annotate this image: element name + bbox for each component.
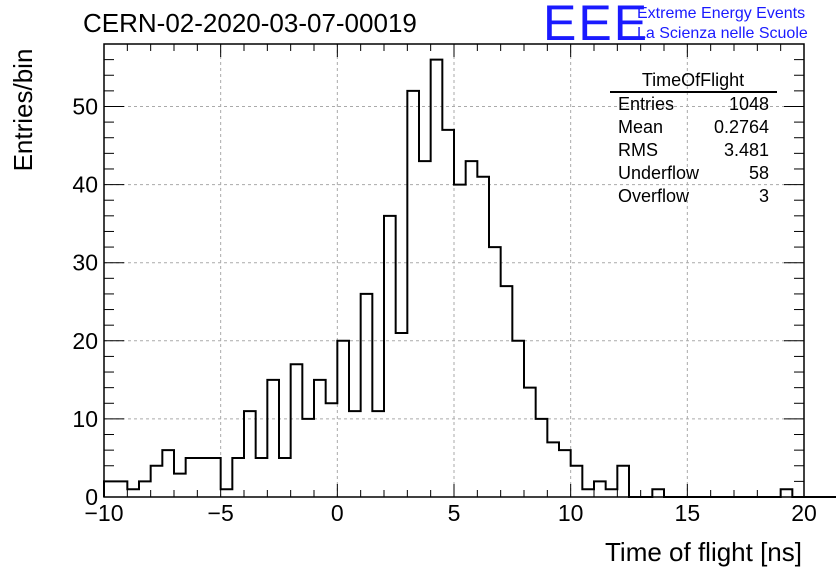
stats-box: TimeOfFlight Entries 1048 Mean 0.2764 RMS 3.48… xyxy=(610,70,777,206)
stats-value: 1048 xyxy=(729,94,769,114)
stats-label: Overflow xyxy=(618,186,690,206)
stats-value: 3 xyxy=(759,186,769,206)
y-tick-label: 40 xyxy=(72,172,98,198)
x-tick-label: −5 xyxy=(208,500,234,526)
stats-label: Underflow xyxy=(618,163,700,183)
stats-value: 0.2764 xyxy=(714,117,769,137)
y-tick-label: 50 xyxy=(72,93,98,119)
chart-title: CERN-02-2020-03-07-00019 xyxy=(83,8,417,38)
y-tick-label: 20 xyxy=(72,328,98,354)
x-tick-label: 20 xyxy=(791,500,817,526)
histogram-line xyxy=(103,58,836,498)
stats-label: RMS xyxy=(618,140,658,160)
x-tick-label: 10 xyxy=(558,500,584,526)
logo-line-1: Extreme Energy Events xyxy=(637,5,806,22)
stats-label: Mean xyxy=(618,117,663,137)
x-tick-labels: −10 −5 0 5 10 15 20 xyxy=(84,500,816,526)
y-axis-title: Entries/bin xyxy=(8,49,38,172)
stats-value: 3.481 xyxy=(724,140,769,160)
x-tick-label: 5 xyxy=(448,500,461,526)
y-tick-label: 0 xyxy=(85,484,98,510)
x-axis-title: Time of flight [ns] xyxy=(605,537,802,567)
axis-ticks xyxy=(103,43,805,498)
grid-lines xyxy=(104,44,804,497)
stats-label: Entries xyxy=(618,94,674,114)
y-tick-label: 10 xyxy=(72,406,98,432)
y-tick-label: 30 xyxy=(72,250,98,276)
logo-line-2: La Scienza nelle Scuole xyxy=(637,25,808,42)
stats-value: 58 xyxy=(749,163,769,183)
eee-logo: EEE xyxy=(543,0,650,51)
y-tick-labels: 0 10 20 30 40 50 xyxy=(72,93,98,510)
x-tick-label: 15 xyxy=(675,500,701,526)
x-tick-label: −10 xyxy=(84,500,123,526)
stats-box-title: TimeOfFlight xyxy=(642,70,744,90)
x-tick-label: 0 xyxy=(331,500,344,526)
